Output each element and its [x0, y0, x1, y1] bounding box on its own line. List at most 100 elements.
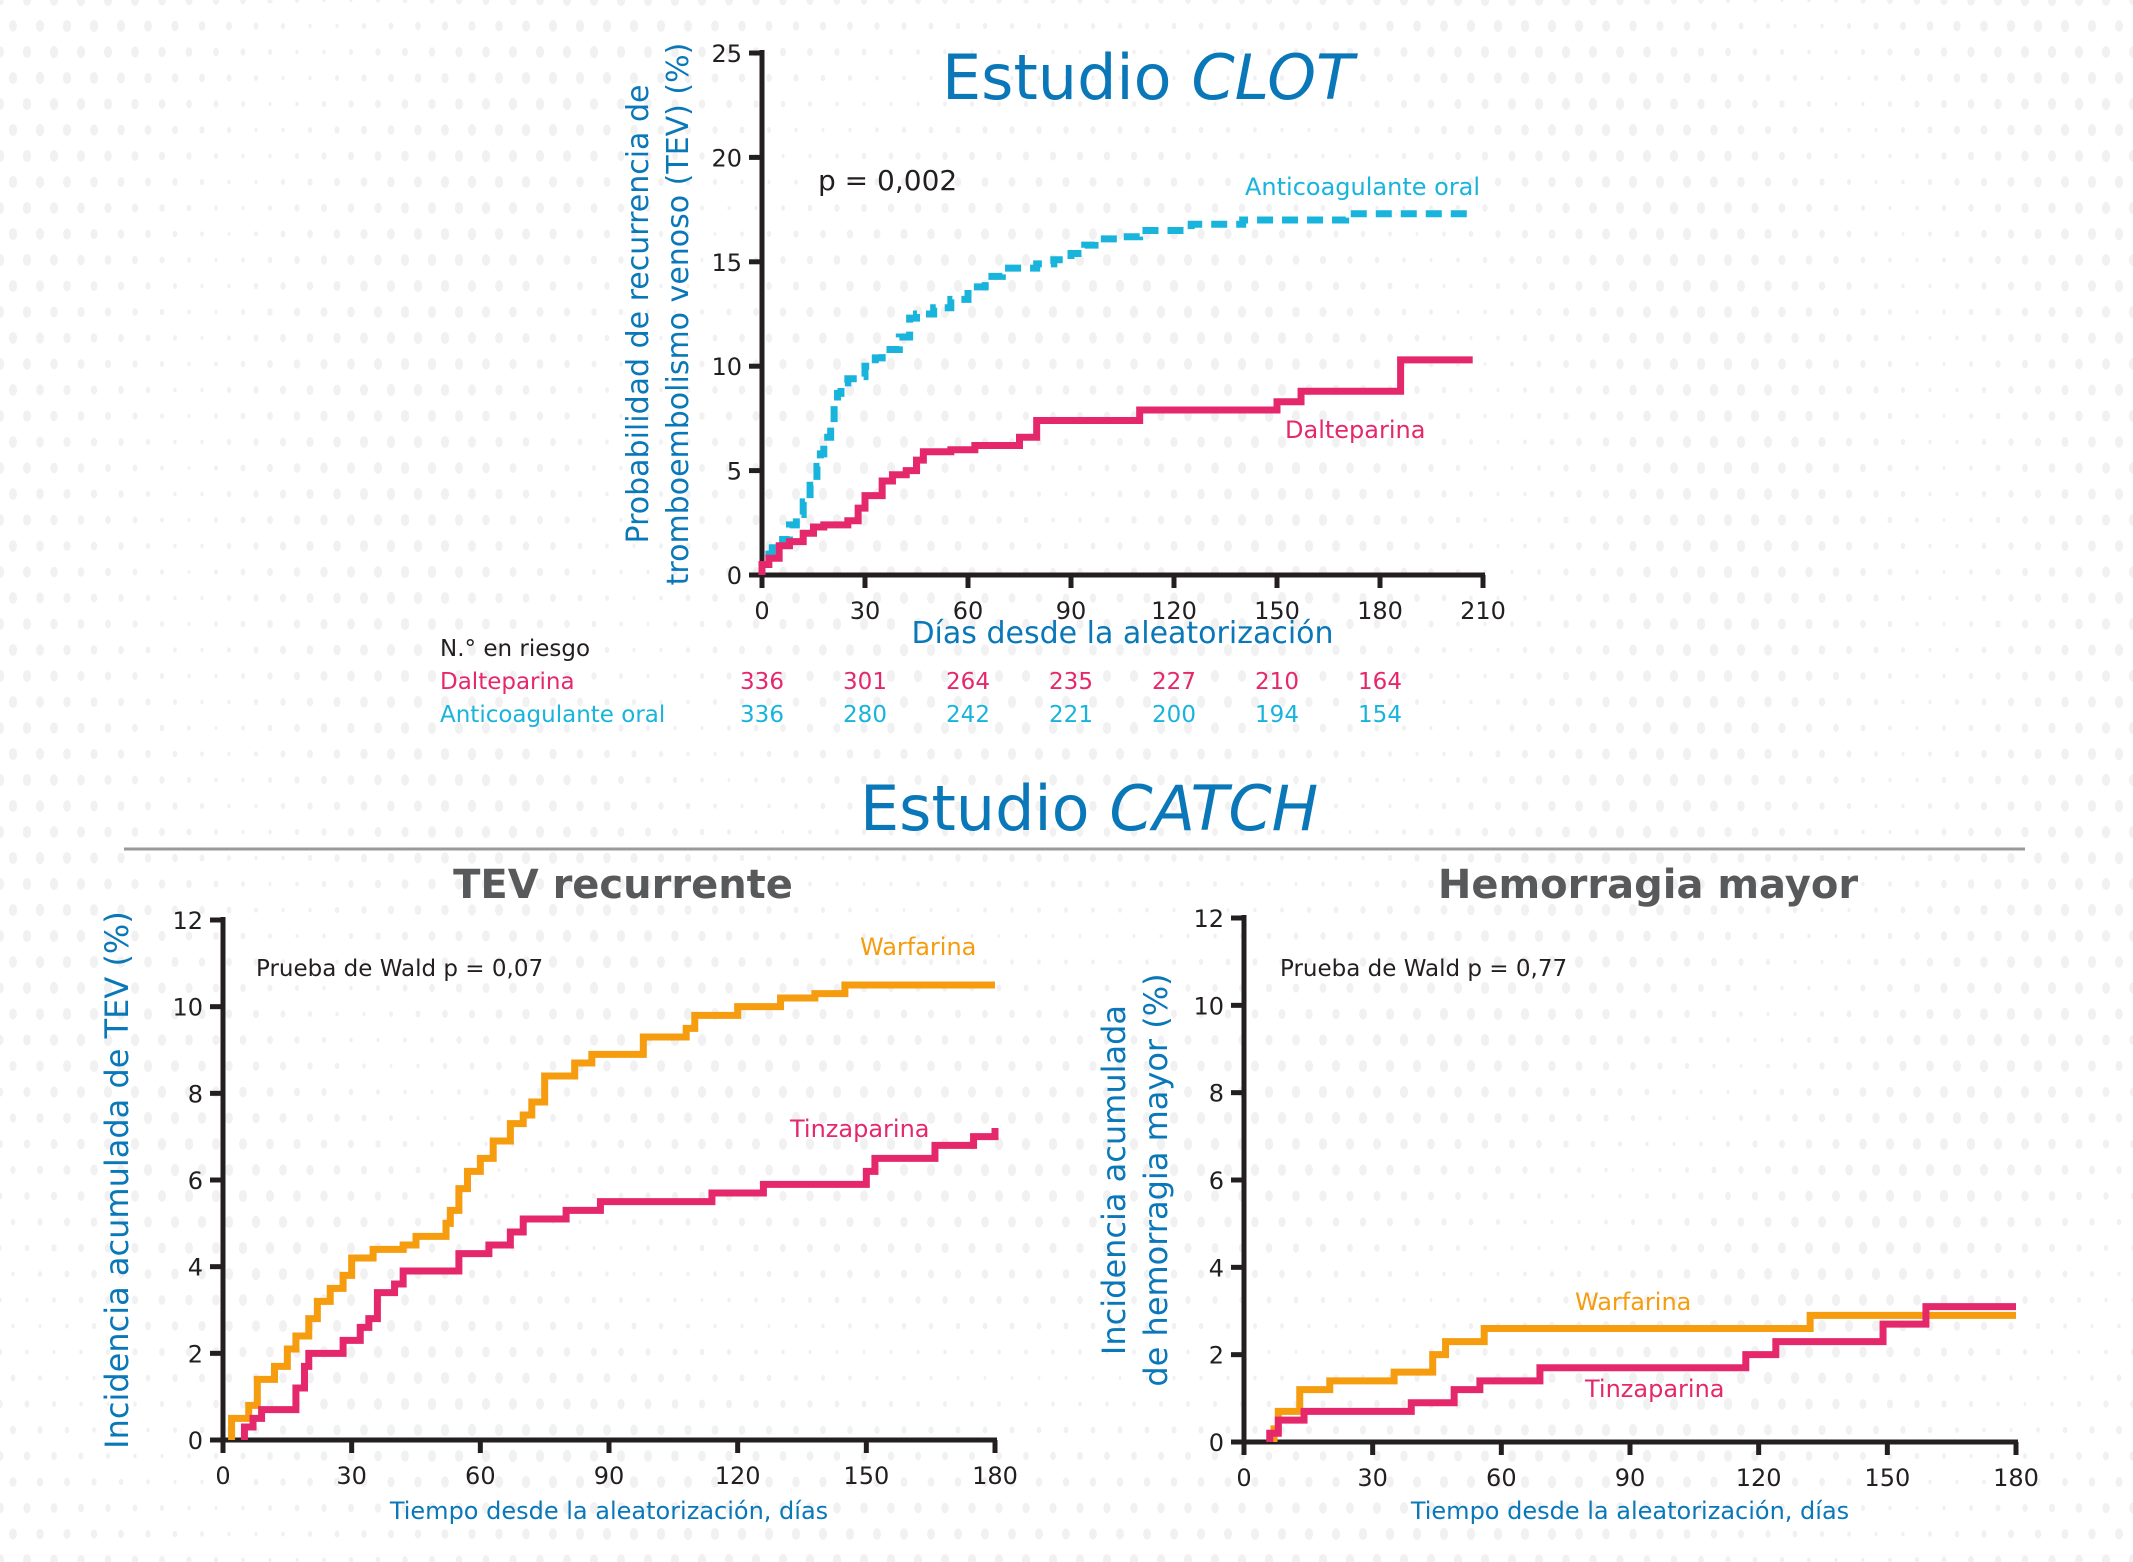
- background-dot: [1157, 515, 1165, 525]
- background-dot: [2128, 98, 2133, 110]
- background-dot: [1764, 280, 1772, 292]
- background-dot: [835, 153, 839, 159]
- background-dot: [995, 358, 1003, 370]
- background-dot: [145, 490, 151, 498]
- background-dot: [468, 20, 476, 32]
- background-dot: [307, 178, 313, 186]
- background-dot: [293, 307, 301, 317]
- background-dot: [1346, 307, 1354, 317]
- background-dot: [1900, 21, 1906, 31]
- background-dot: [333, 592, 341, 604]
- background-dot: [1075, 254, 1085, 266]
- background-dot: [322, 0, 326, 3]
- background-dot: [818, 384, 828, 396]
- background-dot: [1507, 0, 1517, 6]
- background-dot: [1306, 178, 1312, 186]
- background-dot: [117, 177, 125, 187]
- background-dot: [1737, 125, 1745, 135]
- background-dot: [36, 592, 44, 604]
- background-dot: [711, 489, 719, 499]
- background-dot: [1076, 358, 1084, 370]
- background-dot: [673, 257, 677, 263]
- background-dot: [1064, 75, 1068, 81]
- background-dot: [482, 46, 490, 58]
- background-dot: [1304, 436, 1314, 448]
- background-dot: [116, 20, 126, 32]
- background-dot: [1294, 101, 1298, 107]
- background-dot: [700, 205, 704, 211]
- background-dot: [1453, 0, 1463, 6]
- background-dot: [1359, 488, 1367, 500]
- background-dot: [1277, 436, 1287, 448]
- background-dot: [240, 360, 246, 368]
- background-dot: [199, 73, 205, 83]
- background-dot: [267, 360, 273, 368]
- background-dot: [1643, 514, 1651, 526]
- background-dot: [1061, 228, 1071, 240]
- background-dot: [713, 283, 717, 289]
- background-dot: [62, 72, 72, 84]
- background-dot: [213, 100, 219, 108]
- background-dot: [160, 413, 164, 419]
- background-dot: [766, 73, 772, 83]
- background-dot: [77, 150, 85, 162]
- background-dot: [820, 229, 826, 239]
- background-dot: [427, 358, 437, 370]
- background-dot: [1143, 177, 1151, 187]
- background-dot: [1144, 22, 1150, 30]
- background-dot: [860, 0, 868, 5]
- background-dot: [440, 228, 450, 240]
- background-dot: [1602, 280, 1610, 292]
- background-dot: [467, 124, 477, 136]
- background-dot: [793, 230, 799, 238]
- background-dot: [562, 98, 572, 110]
- background-dot: [1575, 176, 1583, 188]
- background-dot: [1183, 254, 1193, 266]
- background-dot: [1914, 152, 1920, 160]
- background-dot: [845, 384, 855, 396]
- background-dot: [1696, 566, 1706, 578]
- background-dot: [981, 384, 989, 396]
- background-dot: [2022, 567, 2028, 577]
- background-dot: [104, 150, 112, 162]
- background-dot: [1806, 100, 1812, 108]
- background-dot: [1333, 74, 1339, 82]
- background-dot: [1172, 75, 1176, 81]
- background-dot: [1901, 231, 1905, 237]
- background-dot: [1455, 151, 1461, 161]
- background-dot: [927, 488, 935, 500]
- background-dot: [1494, 177, 1502, 187]
- background-dot: [105, 567, 111, 577]
- background-dot: [454, 514, 464, 526]
- background-dot: [1589, 515, 1597, 525]
- background-dot: [1928, 283, 1932, 289]
- background-dot: [495, 332, 503, 344]
- background-dot: [1264, 358, 1274, 370]
- background-dot: [954, 436, 962, 448]
- background-dot: [508, 46, 518, 58]
- background-dot: [1142, 280, 1152, 292]
- background-dot: [1211, 514, 1219, 526]
- background-dot: [645, 204, 651, 212]
- background-dot: [2114, 228, 2124, 240]
- background-dot: [1954, 178, 1960, 186]
- background-dot: [1104, 0, 1110, 4]
- background-dot: [1034, 280, 1044, 292]
- background-dot: [941, 514, 949, 526]
- background-dot: [2074, 202, 2084, 214]
- background-dot: [916, 101, 920, 107]
- background-dot: [1250, 540, 1260, 552]
- background-dot: [333, 332, 341, 344]
- background-dot: [158, 99, 166, 109]
- background-dot: [873, 280, 881, 292]
- background-dot: [440, 592, 450, 604]
- background-dot: [267, 205, 273, 211]
- background-dot: [103, 0, 113, 6]
- background-dot: [186, 204, 192, 212]
- background-dot: [400, 566, 410, 578]
- background-dot: [845, 332, 855, 344]
- background-dot: [1535, 255, 1543, 265]
- background-dot: [2021, 98, 2029, 110]
- background-dot: [1051, 49, 1055, 55]
- background-dot: [1656, 488, 1664, 500]
